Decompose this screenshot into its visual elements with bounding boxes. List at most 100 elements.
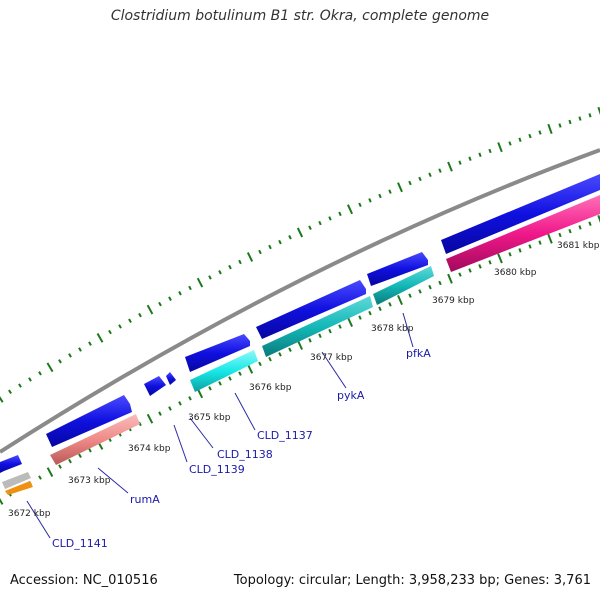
minor-tick [438, 280, 442, 286]
minor-tick [168, 406, 172, 411]
minor-tick [318, 220, 322, 226]
minor-tick [128, 318, 132, 323]
gene-label-CLD_1141[interactable]: CLD_1141 [52, 537, 108, 550]
minor-tick [258, 361, 262, 367]
minor-tick [218, 270, 222, 275]
minor-tick [418, 176, 422, 182]
major-tick [146, 304, 154, 315]
gene-arrow[interactable] [0, 455, 22, 473]
minor-tick [268, 244, 272, 250]
minor-tick [558, 123, 562, 128]
gene-label-CLD_1138[interactable]: CLD_1138 [217, 448, 273, 461]
gene-block-CLD_1137[interactable] [190, 350, 258, 392]
minor-tick [568, 228, 572, 234]
gene-arrow[interactable] [166, 372, 176, 385]
forward-strand-genes [0, 174, 600, 473]
minor-tick [428, 172, 432, 177]
kbp-label: 3673 kbp [68, 476, 111, 486]
minor-tick [388, 189, 392, 194]
minor-tick [238, 371, 242, 376]
major-tick [296, 340, 304, 350]
major-tick [346, 204, 354, 215]
minor-tick [38, 371, 42, 376]
minor-tick [358, 202, 362, 208]
minor-tick [138, 312, 142, 318]
gene-label-pfkA[interactable]: pfkA [406, 347, 431, 360]
major-tick [46, 362, 54, 373]
genome-summary-text: Topology: circular; Length: 3,958,233 bp… [233, 573, 591, 588]
minor-tick [308, 338, 312, 343]
minor-tick [508, 252, 512, 257]
minor-tick [68, 353, 72, 358]
minor-tick [458, 160, 462, 165]
minor-tick [458, 272, 462, 277]
major-tick [46, 467, 54, 477]
gene-name-labels: CLD_1141 rumA CLD_1139 CLD_1138 CLD_1137… [52, 347, 431, 550]
minor-tick [208, 386, 212, 391]
gene-arrow[interactable] [256, 280, 366, 339]
minor-tick [568, 119, 572, 125]
gene-label-rumA[interactable]: rumA [130, 493, 160, 506]
major-tick [497, 253, 503, 264]
minor-tick [518, 248, 522, 253]
kbp-label: 3676 kbp [249, 383, 292, 393]
minor-tick [58, 464, 62, 469]
minor-tick [188, 285, 192, 291]
gene-block-grey[interactable] [2, 472, 31, 489]
minor-tick [408, 180, 412, 186]
gene-label-CLD_1137[interactable]: CLD_1137 [257, 429, 313, 442]
gene-arrow[interactable] [367, 252, 428, 286]
minor-tick [468, 156, 472, 161]
major-tick [346, 317, 354, 328]
minor-tick [208, 275, 212, 280]
accession-text: Accession: NC_010516 [10, 573, 158, 588]
minor-tick [288, 347, 292, 352]
minor-tick [78, 347, 82, 352]
minor-tick [488, 148, 492, 154]
gene-arrow[interactable] [441, 174, 600, 254]
minor-tick [318, 333, 322, 338]
gene-block-orange[interactable] [5, 481, 33, 495]
minor-tick [438, 168, 442, 173]
minor-tick [308, 225, 312, 231]
gene-label-pykA[interactable]: pykA [337, 389, 365, 402]
major-tick [497, 142, 503, 153]
kbp-scale-labels: 3672 kbp 3673 kbp 3674 kbp 3675 kbp 3676… [8, 241, 600, 519]
major-tick [296, 227, 304, 238]
minor-tick [338, 211, 342, 217]
minor-tick [178, 291, 182, 296]
major-tick [246, 252, 254, 262]
minor-tick [88, 341, 92, 346]
major-tick [196, 277, 204, 288]
minor-tick [158, 301, 162, 307]
minor-tick [488, 260, 492, 265]
minor-tick [528, 133, 532, 139]
minor-tick [228, 376, 232, 381]
kbp-label: 3675 kbp [188, 413, 231, 423]
gene-label-CLD_1139[interactable]: CLD_1139 [189, 463, 245, 476]
minor-tick [238, 259, 242, 265]
major-tick [246, 363, 254, 374]
minor-tick [588, 221, 592, 226]
kbp-label: 3674 kbp [128, 444, 171, 454]
minor-tick [8, 389, 12, 395]
major-tick [196, 388, 204, 399]
major-tick [597, 106, 600, 116]
genome-backbone [0, 148, 600, 454]
minor-tick [578, 225, 582, 230]
minor-tick [418, 289, 422, 294]
minor-tick [538, 130, 542, 135]
gene-arrow[interactable] [46, 395, 132, 447]
gene-arrow[interactable] [185, 334, 250, 372]
gene-block-pfkA[interactable] [373, 266, 434, 305]
reverse-strand-genes [2, 195, 600, 495]
minor-tick [478, 152, 482, 158]
gene-block-magenta[interactable] [446, 195, 600, 272]
minor-tick [118, 324, 122, 329]
map-title: Clostridium botulinum B1 str. Okra, comp… [110, 8, 490, 24]
gene-arrow[interactable] [144, 376, 166, 396]
gene-block-rumA[interactable] [50, 414, 140, 465]
gene-block-pykA[interactable] [262, 296, 373, 357]
minor-tick [68, 458, 72, 464]
minor-tick [338, 324, 342, 329]
